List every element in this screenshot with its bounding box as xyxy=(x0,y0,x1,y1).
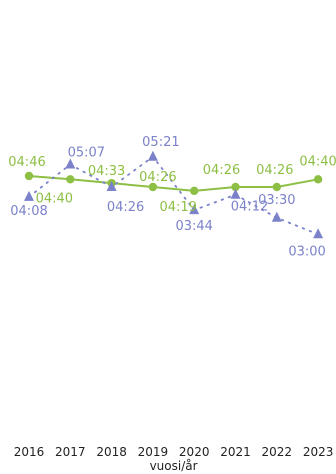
series-layer xyxy=(24,150,324,239)
data-point-s1-7 xyxy=(313,228,324,239)
data-point-s0-0 xyxy=(24,171,34,181)
data-label-s0-2: 04:33 xyxy=(88,164,125,179)
data-point-s1-3 xyxy=(147,150,158,161)
data-label-s1-1: 05:07 xyxy=(68,145,105,160)
data-point-s0-6 xyxy=(272,182,281,192)
data-point-s0-1 xyxy=(66,175,75,184)
data-label-s1-6: 03:30 xyxy=(258,193,295,208)
x-tick-label: 2016 xyxy=(14,445,45,459)
data-label-s1-3: 05:21 xyxy=(142,135,179,150)
x-tick-label: 2020 xyxy=(179,445,210,459)
data-point-s0-4 xyxy=(190,186,199,196)
data-point-s0-7 xyxy=(313,175,323,184)
data-point-s1-5 xyxy=(230,188,241,199)
data-label-s0-1: 04:40 xyxy=(36,191,73,206)
data-point-s1-1 xyxy=(65,158,76,169)
x-tick-label: 2021 xyxy=(220,445,251,459)
x-tick-layer: 2016 2017 2018 2019 2020 2021 2022 2023 xyxy=(14,445,334,459)
x-tick-label: 2023 xyxy=(303,445,334,459)
data-label-s1-5: 04:12 xyxy=(231,200,268,215)
data-label-s1-0: 04:08 xyxy=(10,204,47,219)
data-label-s0-6: 04:26 xyxy=(256,163,293,178)
data-point-s1-0 xyxy=(24,190,34,201)
data-point-s1-2 xyxy=(106,181,117,191)
x-tick-label: 2022 xyxy=(262,445,293,459)
x-axis-title: vuosi/år xyxy=(150,459,198,473)
data-point-s1-6 xyxy=(271,211,282,222)
data-label-layer: 04:46 04:40 04:33 04:26 04:19 04:26 04:26 04:40… xyxy=(8,135,336,260)
series-line-0 xyxy=(28,175,319,192)
data-label-s0-4: 04:19 xyxy=(159,200,196,215)
data-label-s0-7: 04:40 xyxy=(299,154,336,169)
data-label-s1-2: 04:26 xyxy=(107,200,144,215)
x-tick-label: 2017 xyxy=(55,445,86,459)
series-line-1 xyxy=(28,155,320,236)
data-point-s0-3 xyxy=(148,182,158,192)
data-label-s0-3: 04:26 xyxy=(139,170,176,185)
data-label-s1-7: 03:00 xyxy=(288,244,325,259)
data-label-s1-4: 03:44 xyxy=(175,219,212,234)
data-point-s0-5 xyxy=(231,182,240,192)
data-label-s0-0: 04:46 xyxy=(8,155,45,170)
x-tick-label: 2018 xyxy=(96,445,127,459)
data-label-s0-5: 04:26 xyxy=(203,163,240,178)
data-point-s1-4 xyxy=(189,204,200,215)
x-tick-label: 2019 xyxy=(138,445,169,459)
